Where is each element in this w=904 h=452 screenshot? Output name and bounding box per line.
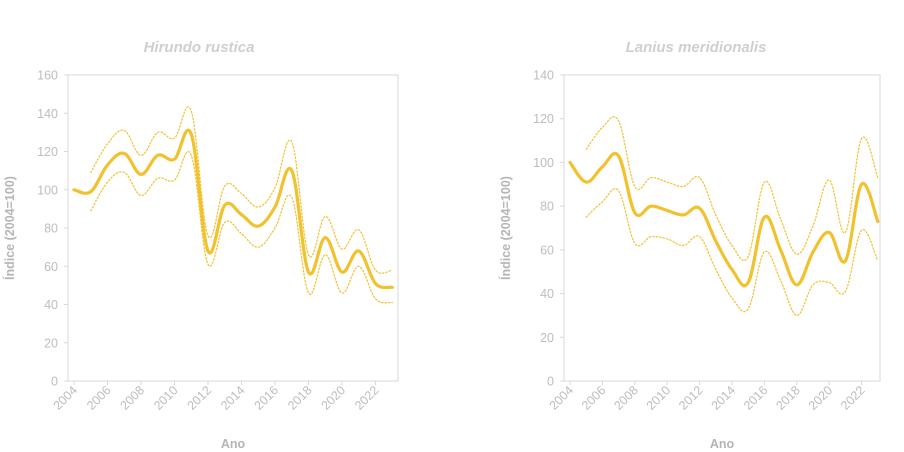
- x-axis-label: Ano: [710, 437, 735, 451]
- x-tick-label: 2008: [611, 383, 641, 413]
- x-tick-label: 2022: [838, 383, 868, 413]
- y-tick-label: 80: [44, 222, 58, 236]
- x-tick-label: 2016: [252, 383, 282, 413]
- x-tick-label: 2008: [118, 383, 148, 413]
- series-line-upper-bound: [90, 106, 393, 274]
- series-line-index: [72, 128, 394, 290]
- series-line-upper-bound: [585, 116, 879, 262]
- y-tick-label: 20: [44, 336, 58, 350]
- y-axis-label: Índice (2004=100): [2, 176, 17, 280]
- y-tick-label: 0: [547, 375, 554, 389]
- x-tick-label: 2012: [676, 383, 706, 413]
- x-tick-label: 2006: [84, 383, 114, 413]
- y-axis-label: Índice (2004=100): [498, 176, 513, 280]
- chart-panel-2: Lanius meridionalis 0 20 40 60 80 100 120 140 200…: [498, 39, 881, 451]
- plot-area-frame: [67, 74, 399, 382]
- x-tick-label: 2018: [773, 383, 803, 413]
- plot-area-frame: [563, 74, 881, 382]
- y-tick-label: 120: [533, 112, 554, 126]
- series-line-index: [568, 151, 880, 288]
- x-tick-label: 2010: [644, 383, 674, 413]
- x-tick-label: 2020: [319, 383, 349, 413]
- series-line-lower-bound: [585, 188, 879, 316]
- y-tick-label: 100: [533, 156, 554, 170]
- x-tick-label: 2016: [741, 383, 771, 413]
- y-tick-label: 100: [37, 183, 58, 197]
- x-tick-label: 2020: [806, 383, 836, 413]
- y-tick-label: 80: [540, 200, 554, 214]
- x-tick-label: 2006: [579, 383, 609, 413]
- chart-title: Hirundo rustica: [144, 39, 255, 56]
- chart-title: Lanius meridionalis: [626, 39, 767, 56]
- y-tick-label: 120: [37, 145, 58, 159]
- x-tick-label: 2014: [709, 383, 739, 413]
- chart-panel-1: Hirundo rustica0204060801001201401602004…: [2, 39, 399, 451]
- y-tick-label: 20: [540, 331, 554, 345]
- x-tick-label: 2010: [151, 383, 181, 413]
- series-line-lower-bound: [90, 151, 393, 304]
- y-tick-label: 160: [37, 69, 58, 83]
- y-tick-label: 140: [37, 107, 58, 121]
- y-tick-label: 140: [533, 69, 554, 83]
- y-tick-label: 40: [44, 298, 58, 312]
- y-tick-label: 60: [44, 260, 58, 274]
- y-tick-label: 60: [540, 243, 554, 257]
- x-tick-label: 2014: [218, 383, 248, 413]
- x-tick-label: 2018: [285, 383, 315, 413]
- x-axis-label: Ano: [221, 437, 246, 451]
- x-tick-label: 2012: [185, 383, 215, 413]
- y-tick-label: 0: [51, 375, 58, 389]
- x-tick-label: 2022: [352, 383, 382, 413]
- y-tick-label: 40: [540, 287, 554, 301]
